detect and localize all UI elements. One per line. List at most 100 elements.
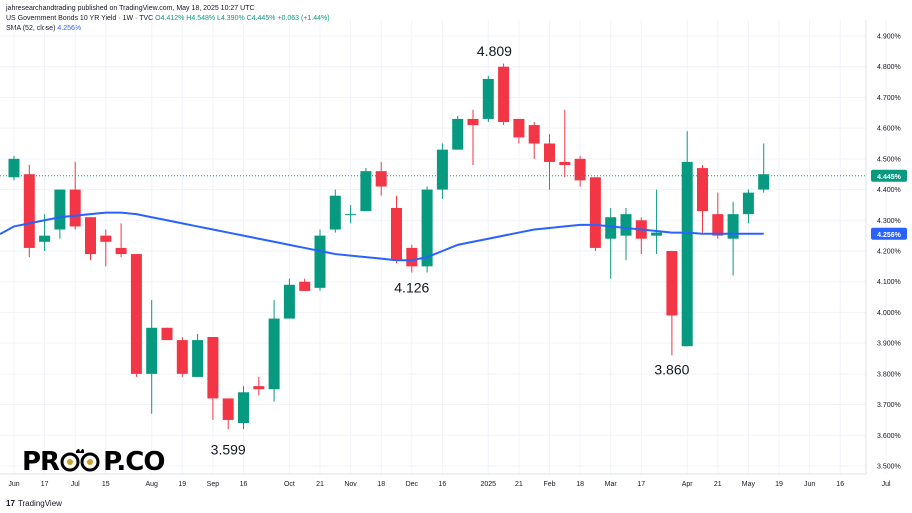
candle-body: [605, 217, 617, 239]
sma-value: 4.256%: [57, 25, 82, 32]
candle-body: [192, 340, 204, 377]
candle-body: [283, 284, 295, 319]
candle-body: [222, 398, 234, 420]
candle: [742, 189, 754, 224]
x-tick-label: 17: [637, 481, 645, 488]
candle: [605, 208, 617, 279]
y-tick-label: 4.400%: [877, 187, 901, 194]
x-tick-label: 18: [576, 481, 584, 488]
axis-price-label: 4.256%: [871, 227, 907, 240]
logo-text-1: PR: [22, 447, 60, 477]
candle-body: [544, 143, 555, 162]
candle-body: [712, 214, 724, 236]
x-tick-label: Nov: [344, 481, 357, 488]
candle-body: [697, 168, 708, 212]
price-annotation: 4.809: [477, 43, 512, 59]
candle: [222, 398, 234, 430]
x-tick-label: 2025: [481, 481, 497, 488]
candle: [100, 229, 112, 267]
x-tick-label: Mar: [605, 481, 618, 488]
candle: [375, 161, 387, 196]
axis-price-label-text: 4.256%: [877, 232, 902, 239]
candle: [192, 333, 204, 377]
candle-body: [651, 232, 663, 236]
candle: [146, 300, 158, 414]
logo-text-2: P.CO: [103, 447, 165, 477]
x-tick-label: 19: [178, 481, 186, 488]
x-tick-label: 18: [377, 481, 385, 488]
candle: [559, 109, 571, 178]
candle: [161, 327, 173, 341]
candle-body: [69, 189, 81, 227]
candle-body: [85, 217, 96, 255]
y-tick-label: 4.800%: [877, 64, 901, 71]
axis-price-label-bg: [871, 227, 907, 240]
x-tick-label: 16: [836, 481, 844, 488]
candle-body: [436, 149, 448, 190]
tradingview-footer[interactable]: 17 TradingView: [6, 499, 62, 508]
logo-owl-icon: [59, 448, 103, 472]
candle: [452, 115, 464, 150]
price-annotation: 4.126: [394, 280, 429, 296]
candle: [130, 254, 142, 377]
candle-body: [391, 208, 402, 261]
ohlc-low: L4.390%: [217, 15, 245, 22]
candles-group: [8, 63, 770, 430]
price-annotation: 3.599: [211, 442, 246, 458]
x-tick-label: Jun: [804, 481, 815, 488]
ohlc-close: C4.445%: [246, 15, 276, 22]
x-tick-label: Jun: [8, 481, 19, 488]
y-tick-label: 4.900%: [877, 34, 901, 41]
candle: [528, 122, 540, 159]
candle: [268, 300, 280, 402]
x-tick-label: Jul: [882, 481, 891, 488]
candle: [85, 217, 96, 261]
x-tick-label: Oct: [284, 481, 295, 488]
candle-body: [498, 66, 510, 122]
candle: [681, 131, 693, 347]
ohlc-open: O4.412%: [155, 15, 185, 22]
candle: [238, 386, 249, 430]
sma-line: SMA (52, close) 4.256%: [6, 24, 330, 34]
ohlc-high: H4.548%: [186, 15, 216, 22]
y-tick-label: 3.900%: [877, 341, 901, 348]
candle: [436, 143, 448, 199]
candle: [498, 63, 510, 126]
candle-body: [238, 392, 249, 423]
candle-body: [39, 235, 51, 242]
candle: [406, 244, 418, 273]
x-tick-label: 21: [316, 481, 324, 488]
y-tick-label: 4.300%: [877, 218, 901, 225]
candle-body: [406, 247, 418, 267]
candle: [54, 189, 66, 239]
candle-body: [130, 254, 142, 374]
candle-body: [482, 79, 494, 119]
candle: [360, 168, 372, 212]
candle-body: [161, 327, 173, 341]
x-tick-label: 16: [240, 481, 248, 488]
candle: [391, 195, 402, 264]
chart-header: jahresearchandtrading published on Tradi…: [6, 4, 330, 34]
candle-body: [666, 251, 678, 316]
candle-body: [100, 235, 112, 242]
candle: [697, 165, 708, 233]
axis-price-label-text: 4.445%: [877, 174, 902, 181]
candle: [115, 223, 127, 258]
y-tick-label: 3.800%: [877, 371, 901, 378]
candle-body: [146, 327, 158, 374]
candle: [253, 376, 265, 396]
candle: [283, 278, 295, 319]
x-tick-label: 15: [102, 481, 110, 488]
y-tick-label: 4.500%: [877, 156, 901, 163]
candle-body: [467, 118, 479, 126]
candle-body: [452, 118, 464, 150]
axis-price-label: 4.445%: [871, 169, 907, 182]
candle: [176, 337, 188, 377]
candle: [513, 118, 525, 144]
x-tick-label: 21: [714, 481, 722, 488]
grid-lines: [0, 20, 887, 474]
candle: [574, 155, 586, 187]
candle: [482, 75, 494, 122]
y-tick-label: 4.600%: [877, 126, 901, 133]
